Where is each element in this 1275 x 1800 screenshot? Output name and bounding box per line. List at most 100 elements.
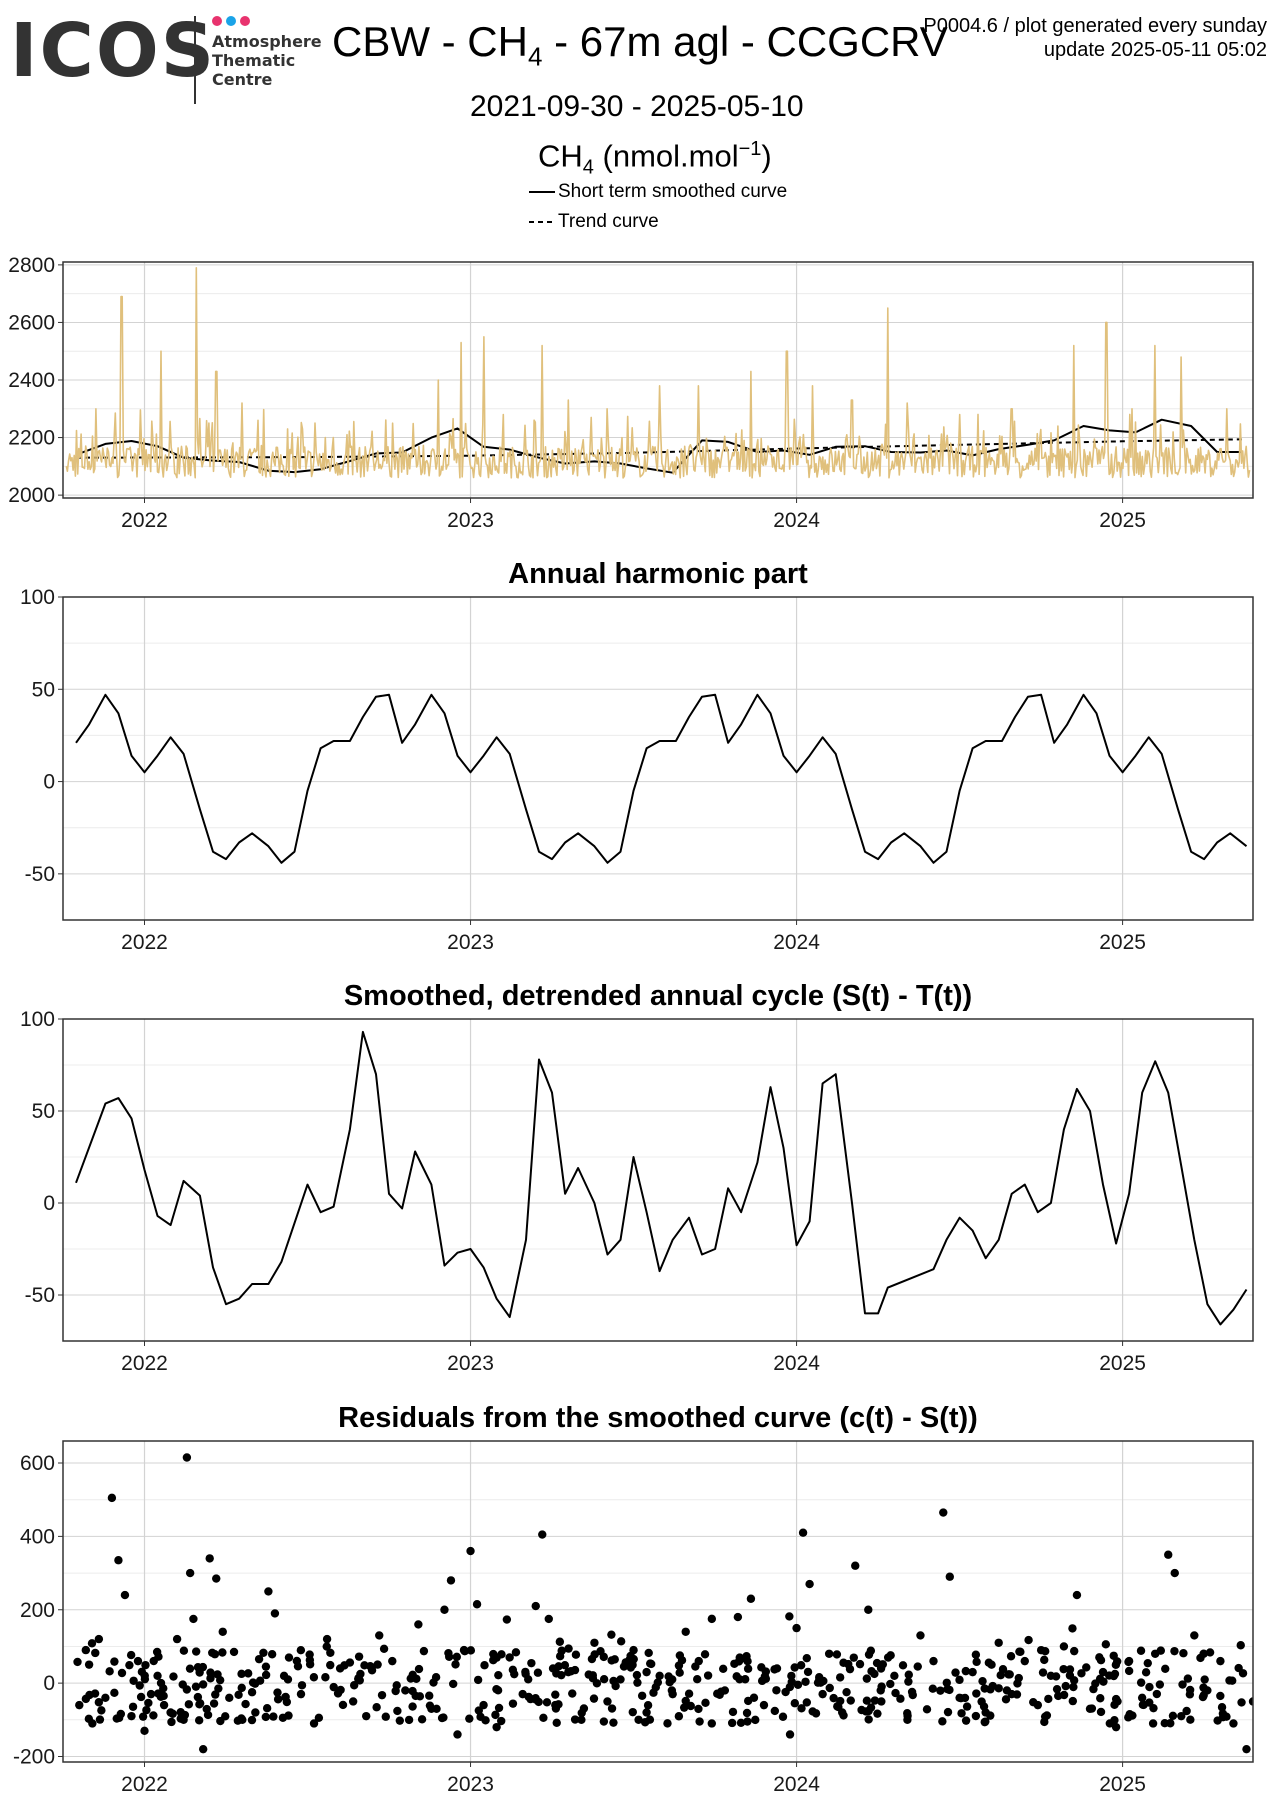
residual-point — [1136, 1646, 1146, 1655]
meta-line-1: P0004.6 / plot generated every sunday — [923, 15, 1267, 37]
page-title: CBW - CH4 - 67m agl - CCGCRV — [332, 18, 948, 71]
residual-point — [551, 1690, 560, 1699]
residual-point — [883, 1653, 893, 1662]
residual-point — [1182, 1706, 1191, 1716]
y-tick-label: 50 — [32, 678, 55, 701]
residual-point — [1091, 1679, 1100, 1688]
x-tick-label: 2025 — [1099, 509, 1146, 532]
residual-point — [336, 1685, 345, 1695]
residual-point — [114, 1713, 124, 1723]
residual-point — [237, 1669, 246, 1679]
y-tick-label: 200 — [20, 1599, 55, 1622]
residual-point — [284, 1653, 294, 1662]
residual-point — [972, 1689, 981, 1698]
residual-point — [539, 1713, 548, 1722]
residual-point — [508, 1665, 518, 1675]
residual-point — [746, 1594, 756, 1603]
residual-point — [872, 1658, 882, 1668]
chart-panel-3: -50 0 50 100 2022 2023 2024 2025 Smoothed, detre… — [20, 980, 1254, 1375]
residual-point — [264, 1587, 273, 1596]
residual-point — [1190, 1631, 1199, 1640]
residual-point — [178, 1680, 187, 1689]
panel-border — [62, 596, 1254, 921]
residual-point — [980, 1684, 989, 1693]
residual-point — [388, 1656, 397, 1666]
residual-point — [460, 1647, 469, 1656]
residual-point — [205, 1554, 214, 1563]
residual-point — [326, 1660, 335, 1670]
residual-point — [476, 1712, 485, 1722]
residual-point — [743, 1696, 753, 1706]
residual-point — [832, 1650, 842, 1659]
residual-point — [414, 1620, 423, 1629]
residual-point — [805, 1579, 814, 1589]
residual-point — [1199, 1683, 1208, 1692]
residual-point — [453, 1730, 462, 1739]
residual-point — [634, 1715, 643, 1724]
residual-point — [261, 1670, 271, 1680]
residual-point — [616, 1675, 625, 1684]
residual-point — [1096, 1694, 1105, 1703]
residual-point — [1248, 1697, 1253, 1706]
residual-point — [213, 1670, 222, 1679]
residual-point — [713, 1689, 722, 1698]
residual-point — [971, 1650, 981, 1659]
residual-point — [494, 1703, 504, 1713]
residual-point — [1161, 1664, 1170, 1674]
residual-point — [945, 1572, 954, 1581]
residual-point — [1042, 1711, 1052, 1720]
y-tick-label: 0 — [43, 771, 55, 794]
residual-point — [492, 1722, 501, 1732]
residual-point — [326, 1648, 335, 1657]
residual-point — [497, 1650, 506, 1659]
residual-point — [128, 1702, 138, 1711]
x-tick-label: 2022 — [121, 509, 168, 532]
residual-point — [1141, 1668, 1151, 1677]
residual-point — [870, 1696, 880, 1705]
y-tick-label: 0 — [43, 1192, 55, 1215]
residual-point — [996, 1671, 1005, 1680]
residual-point — [980, 1717, 989, 1727]
residual-point — [367, 1666, 377, 1675]
residual-point — [225, 1693, 234, 1703]
residual-point — [1110, 1715, 1119, 1725]
residual-point — [785, 1730, 795, 1739]
residual-point — [813, 1678, 823, 1687]
residual-point — [632, 1670, 642, 1680]
residual-point — [736, 1654, 745, 1664]
residual-point — [951, 1668, 960, 1677]
residual-point — [414, 1664, 424, 1674]
residual-point — [870, 1669, 879, 1679]
residual-point — [322, 1634, 332, 1644]
residual-point — [259, 1648, 268, 1657]
residual-point — [1218, 1709, 1228, 1718]
residual-point — [790, 1663, 799, 1672]
residual-point — [1069, 1682, 1078, 1692]
residual-point — [193, 1692, 203, 1702]
residual-point — [114, 1556, 123, 1565]
residual-point — [234, 1690, 243, 1699]
residual-point — [609, 1718, 618, 1727]
residual-point — [233, 1716, 243, 1725]
residual-point — [742, 1708, 752, 1718]
residual-point — [811, 1709, 821, 1718]
residual-point — [279, 1671, 289, 1681]
residual-point — [1052, 1684, 1062, 1694]
residual-point — [1014, 1673, 1023, 1683]
x-tick-label: 2024 — [773, 1352, 820, 1375]
logo-line-3: Centre — [212, 70, 273, 89]
residual-point — [960, 1693, 970, 1703]
residual-point — [153, 1671, 162, 1680]
residual-point — [928, 1684, 938, 1693]
residual-point — [444, 1652, 454, 1661]
unit-superscript: −1 — [738, 138, 762, 160]
title-prefix: CBW - CH — [332, 18, 528, 65]
residual-point — [381, 1712, 390, 1721]
residual-point — [149, 1711, 158, 1720]
residual-point — [675, 1651, 685, 1660]
residual-point — [833, 1702, 842, 1711]
residual-point — [136, 1692, 146, 1702]
residual-point — [94, 1634, 104, 1644]
residual-point — [144, 1698, 153, 1708]
legend-label-trend: Trend curve — [558, 211, 659, 232]
